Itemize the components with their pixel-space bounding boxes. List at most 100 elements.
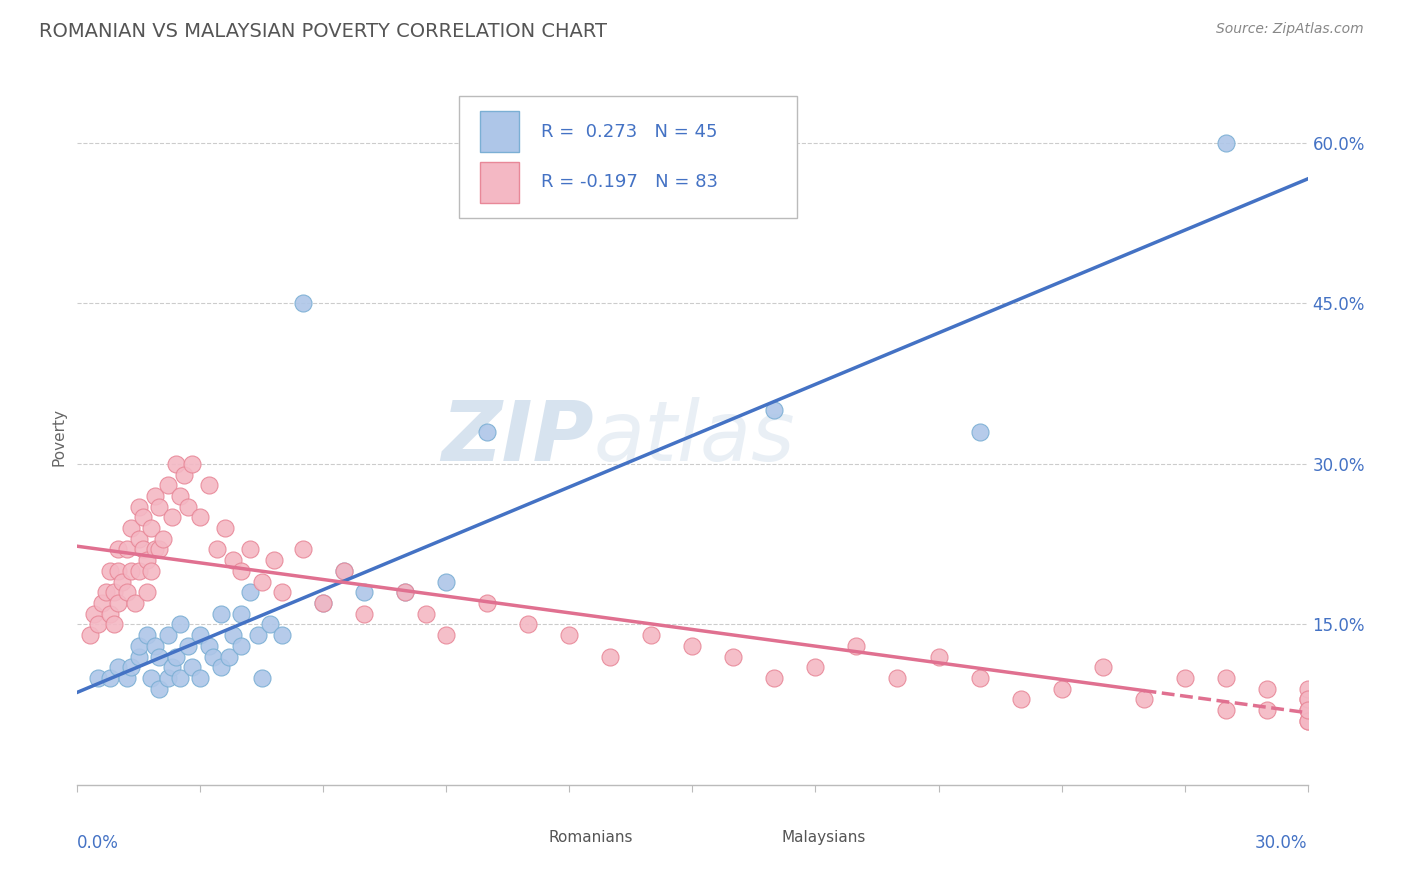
Point <box>107 542 129 557</box>
Point <box>1010 692 1032 706</box>
Point <box>128 649 150 664</box>
Point <box>98 564 121 578</box>
Point <box>312 596 335 610</box>
Point <box>1296 692 1319 706</box>
Text: Source: ZipAtlas.com: Source: ZipAtlas.com <box>1216 22 1364 37</box>
Point <box>271 628 294 642</box>
Text: ROMANIAN VS MALAYSIAN POVERTY CORRELATION CHART: ROMANIAN VS MALAYSIAN POVERTY CORRELATIO… <box>39 22 607 41</box>
Point <box>87 671 110 685</box>
Point <box>115 671 138 685</box>
Point <box>263 553 285 567</box>
Point <box>90 596 114 610</box>
Point <box>107 596 129 610</box>
Point <box>333 564 356 578</box>
Point <box>98 671 121 685</box>
Point <box>231 607 253 621</box>
Text: atlas: atlas <box>595 397 796 477</box>
Point <box>231 564 253 578</box>
Point <box>169 671 191 685</box>
Point <box>128 564 150 578</box>
Point <box>1296 703 1319 717</box>
Point <box>141 521 163 535</box>
Point <box>1091 660 1114 674</box>
Point <box>120 521 142 535</box>
Point <box>1296 703 1319 717</box>
Point <box>1215 671 1237 685</box>
Point <box>763 671 786 685</box>
Point <box>763 403 786 417</box>
Point <box>353 607 375 621</box>
Point <box>124 596 146 610</box>
Point <box>169 617 191 632</box>
Text: 0.0%: 0.0% <box>77 834 120 852</box>
Point <box>98 607 121 621</box>
Point <box>312 596 335 610</box>
Point <box>246 628 269 642</box>
Point <box>188 671 212 685</box>
Point <box>928 649 950 664</box>
Point <box>1296 714 1319 728</box>
Point <box>173 467 195 482</box>
Point <box>103 585 125 599</box>
Point <box>156 628 179 642</box>
Point <box>181 457 204 471</box>
Point <box>136 628 159 642</box>
Point <box>1132 692 1154 706</box>
Point <box>143 489 166 503</box>
Point <box>599 649 621 664</box>
Point <box>148 500 170 514</box>
Point <box>205 542 228 557</box>
Point <box>1050 681 1073 696</box>
Point <box>188 510 212 524</box>
Point <box>394 585 416 599</box>
Point <box>477 596 499 610</box>
Point <box>141 564 163 578</box>
Point <box>640 628 662 642</box>
Point <box>291 296 314 310</box>
Point <box>188 628 212 642</box>
Point <box>197 639 219 653</box>
Text: 30.0%: 30.0% <box>1256 834 1308 852</box>
Text: ZIP: ZIP <box>441 397 595 477</box>
Point <box>111 574 134 589</box>
Point <box>209 660 232 674</box>
Point <box>177 500 200 514</box>
Point <box>197 478 219 492</box>
Point <box>231 639 253 653</box>
Point <box>136 585 159 599</box>
Point <box>103 617 125 632</box>
Point <box>353 585 375 599</box>
Point <box>436 628 458 642</box>
Point <box>128 532 150 546</box>
Point <box>250 574 273 589</box>
Point <box>148 649 170 664</box>
Point <box>517 617 540 632</box>
Point <box>148 681 170 696</box>
Point <box>218 649 240 664</box>
Point <box>291 542 314 557</box>
Point <box>1215 136 1237 150</box>
Point <box>558 628 581 642</box>
Point <box>222 553 245 567</box>
Point <box>156 671 179 685</box>
Point <box>160 660 183 674</box>
Point <box>969 671 991 685</box>
Point <box>271 585 294 599</box>
FancyBboxPatch shape <box>512 824 538 850</box>
Text: Malaysians: Malaysians <box>782 830 866 845</box>
Point <box>239 585 262 599</box>
Point <box>333 564 356 578</box>
Point <box>156 478 179 492</box>
Point <box>132 542 155 557</box>
Point <box>969 425 991 439</box>
FancyBboxPatch shape <box>458 96 797 218</box>
Point <box>143 542 166 557</box>
Point <box>1174 671 1197 685</box>
Point <box>415 607 437 621</box>
Point <box>394 585 416 599</box>
Point <box>83 607 105 621</box>
Point <box>132 510 155 524</box>
Point <box>143 639 166 653</box>
Point <box>259 617 281 632</box>
Point <box>477 425 499 439</box>
